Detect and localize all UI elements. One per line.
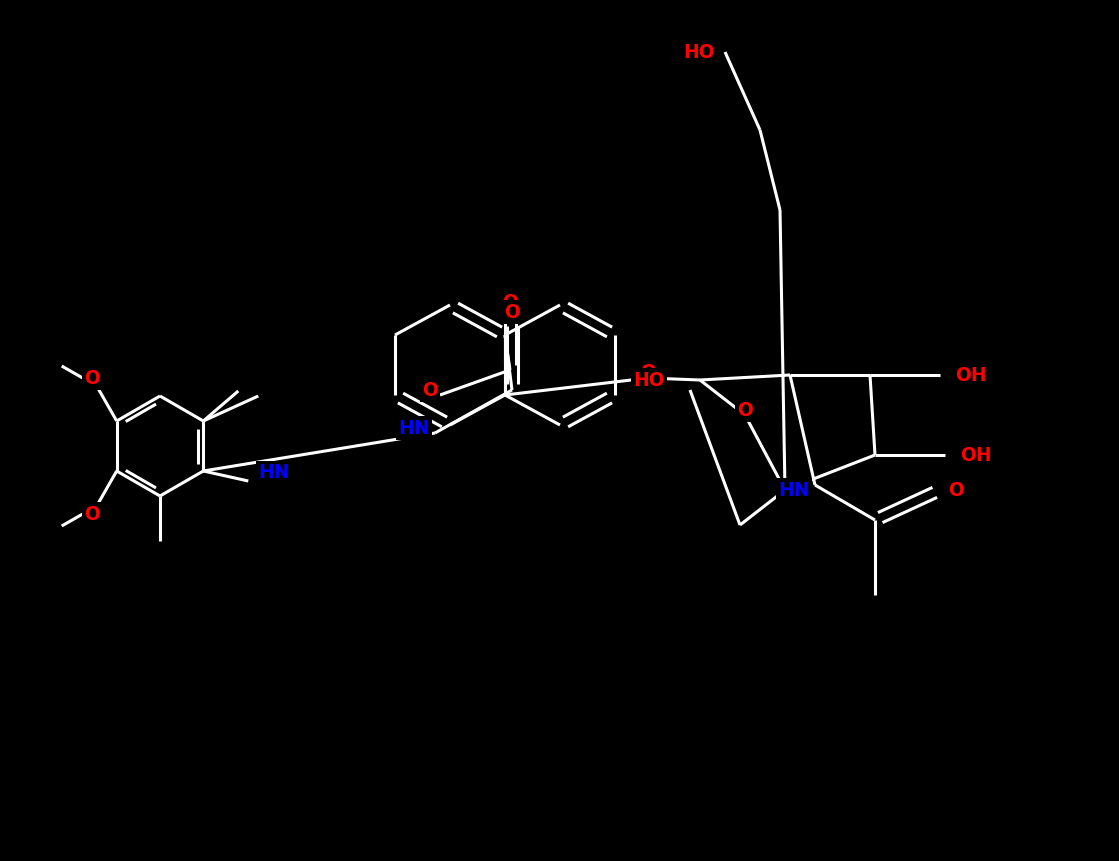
Text: O: O xyxy=(422,381,438,400)
Text: O: O xyxy=(84,505,100,523)
Text: HN: HN xyxy=(258,463,290,482)
Text: O: O xyxy=(84,369,100,387)
Text: O: O xyxy=(504,302,520,321)
Text: HN: HN xyxy=(398,418,430,437)
Text: OH: OH xyxy=(960,445,991,464)
Text: HO: HO xyxy=(684,42,715,61)
Text: OH: OH xyxy=(955,366,987,385)
Text: HO: HO xyxy=(633,370,665,389)
Text: O: O xyxy=(737,400,753,419)
Text: O: O xyxy=(948,480,963,499)
Text: O: O xyxy=(502,293,518,312)
Text: HN: HN xyxy=(779,480,810,499)
Text: O: O xyxy=(640,363,656,382)
